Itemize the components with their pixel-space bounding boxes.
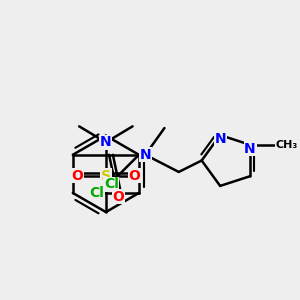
Text: N: N xyxy=(140,148,151,162)
Text: O: O xyxy=(71,169,83,183)
Text: N: N xyxy=(214,132,226,146)
Text: N: N xyxy=(100,135,112,149)
Text: S: S xyxy=(101,169,111,183)
Text: CH₃: CH₃ xyxy=(275,140,297,150)
Text: O: O xyxy=(113,190,124,204)
Text: Cl: Cl xyxy=(104,177,119,191)
Text: Cl: Cl xyxy=(89,186,104,200)
Text: O: O xyxy=(129,169,140,183)
Text: N: N xyxy=(244,142,256,156)
